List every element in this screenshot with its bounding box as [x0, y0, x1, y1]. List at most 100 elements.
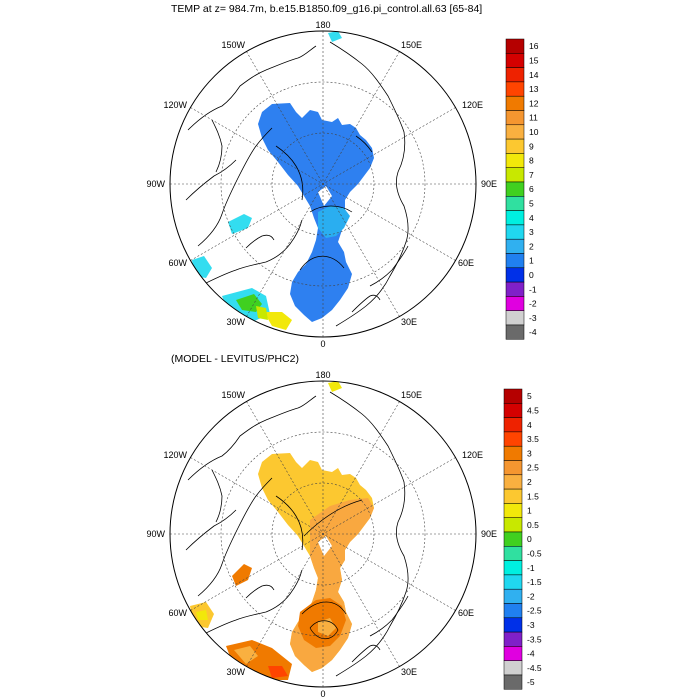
colorbar-swatch [505, 153, 525, 168]
colorbar-label: 9 [529, 141, 534, 151]
colorbar-label: 5 [527, 391, 532, 401]
colorbar-swatch [503, 388, 523, 404]
colorbar-swatch [505, 310, 525, 326]
bering-anomaly-patch [328, 381, 342, 392]
arctic-temp-field [258, 103, 374, 322]
colorbar-label: 0 [529, 270, 534, 280]
colorbar-label: 4 [529, 213, 534, 223]
bering-patch [328, 31, 342, 42]
coastlines [185, 391, 409, 677]
colorbar-swatch [505, 124, 525, 140]
colorbar-swatch [505, 53, 525, 68]
colorbar-swatch [503, 560, 523, 576]
colorbar-swatch [505, 95, 525, 111]
colorbar-swatch [505, 167, 525, 183]
colorbar-swatch [505, 196, 525, 211]
colorbar-swatch [505, 324, 525, 340]
top-lon-labels: 180 150E 120E 90E 60E 30E 0 30W 60W 90W … [146, 20, 497, 349]
warm-core-patch [318, 206, 350, 238]
colorbar-label: -2 [529, 299, 537, 309]
colorbar-label: -4 [527, 649, 535, 659]
bottom-title: (MODEL - LEVITUS/PHC2) [171, 353, 299, 365]
colorbar-swatch [503, 517, 523, 533]
colorbar-label: 0.5 [527, 520, 539, 530]
lon-label-90e: 90E [481, 179, 497, 189]
colorbar-label: 4 [527, 420, 532, 430]
colorbar-label: 2.5 [527, 463, 539, 473]
lon-label-120w: 120W [163, 100, 187, 110]
colorbar-swatch [505, 67, 525, 83]
graticule [170, 381, 476, 687]
colorbar-swatch [503, 588, 523, 604]
lon-label-30e: 30E [401, 667, 417, 677]
temp-contour [309, 205, 353, 213]
colorbar-swatch [505, 138, 525, 154]
lon-label-60w: 60W [168, 608, 187, 618]
colorbar-label: -1.5 [527, 577, 542, 587]
graticule [170, 31, 476, 337]
lon-label-120w: 120W [163, 450, 187, 460]
map-boundary [169, 30, 477, 338]
top-panel: TEMP at z= 984.7m, b.e15.B1850.f09_g16.p… [146, 3, 538, 349]
lon-label-60e: 60E [458, 608, 474, 618]
colorbar-label: -5 [527, 677, 535, 687]
colorbar-swatch [505, 224, 525, 240]
colorbar-swatch [503, 531, 523, 547]
colorbar-swatch [503, 417, 523, 433]
colorbar-label: 12 [529, 98, 539, 108]
coastlines [185, 41, 409, 327]
field-gap [318, 186, 332, 206]
colorbar-label: -3 [527, 620, 535, 630]
colorbar-label: -2 [527, 591, 535, 601]
lon-label-150w: 150W [221, 40, 245, 50]
colorbar-swatch [505, 181, 525, 197]
lon-label-120e: 120E [462, 100, 483, 110]
labrador-anomaly-core [196, 610, 208, 620]
colorbar-swatch [505, 253, 525, 269]
colorbar-label: 14 [529, 70, 539, 80]
colorbar-swatch [503, 488, 523, 504]
colorbar-label: 10 [529, 127, 539, 137]
colorbar-swatch [503, 503, 523, 518]
lon-label-120e: 120E [462, 450, 483, 460]
colorbar-label: -0.5 [527, 548, 542, 558]
lon-label-90w: 90W [146, 529, 165, 539]
atlantic-anomaly-warm [234, 646, 258, 664]
bottom-colorbar: 5 4.5 4 3.5 3 2.5 2 1.5 1 0.5 0 -0.5 -1 -1.5 -2 -2.5 -3 -… [503, 388, 542, 690]
colorbar-swatch [503, 660, 523, 676]
colorbar-label: 1.5 [527, 491, 539, 501]
lon-label-150e: 150E [401, 390, 422, 400]
top-map [169, 30, 477, 338]
lon-label-0: 0 [320, 339, 325, 349]
colorbar-swatch [505, 81, 525, 97]
colorbar-label: 16 [529, 41, 539, 51]
colorbar-label: 1 [529, 256, 534, 266]
colorbar-label: -1 [527, 563, 535, 573]
lon-label-180: 180 [315, 20, 330, 30]
colorbar-label: 2 [527, 477, 532, 487]
top-title: TEMP at z= 984.7m, b.e15.B1850.f09_g16.p… [171, 3, 482, 15]
colorbar-label: 15 [529, 55, 539, 65]
colorbar-label: 3 [527, 448, 532, 458]
colorbar-swatch [503, 431, 523, 447]
colorbar-label: 7 [529, 170, 534, 180]
lon-label-60e: 60E [458, 258, 474, 268]
atlantic-anomaly-hot [268, 666, 288, 678]
bottom-panel: (MODEL - LEVITUS/PHC2) [146, 353, 541, 699]
lon-label-60w: 60W [168, 258, 187, 268]
colorbar-swatch [505, 267, 525, 283]
colorbar-swatch [505, 38, 525, 54]
lon-label-90e: 90E [481, 529, 497, 539]
colorbar-swatch [503, 646, 523, 661]
colorbar-label: 1 [527, 506, 532, 516]
lon-label-30e: 30E [401, 317, 417, 327]
field-gap [318, 536, 332, 556]
lon-label-30w: 30W [226, 667, 245, 677]
colorbar-label: 6 [529, 184, 534, 194]
lon-label-150w: 150W [221, 390, 245, 400]
colorbar-swatch [505, 110, 525, 126]
colorbar-label: 8 [529, 156, 534, 166]
colorbar-label: 0 [527, 534, 532, 544]
